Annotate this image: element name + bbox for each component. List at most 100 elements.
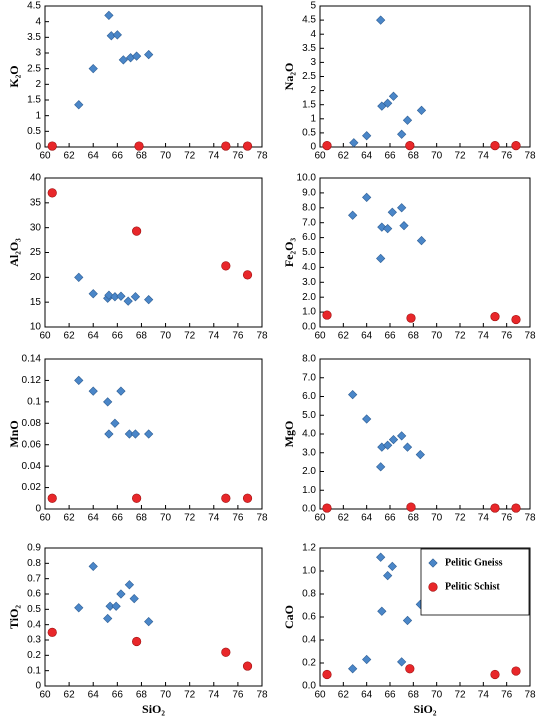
circle-marker — [242, 493, 253, 503]
y-tick-label: 1 — [310, 113, 316, 124]
circle-marker — [511, 666, 521, 676]
x-tick-label: 72 — [454, 331, 466, 342]
x-tick-label: 66 — [384, 331, 396, 342]
circle-marker — [242, 661, 253, 671]
x-tick-label: 62 — [64, 513, 76, 524]
diamond-marker — [388, 435, 399, 445]
x-tick-label: 64 — [361, 513, 373, 524]
circle-marker — [490, 311, 500, 322]
y-tick-label: 25 — [30, 247, 42, 258]
x-axis-title: SiO₂ — [142, 702, 165, 716]
diamond-marker — [130, 429, 141, 439]
x-tick-label: 74 — [478, 513, 490, 524]
y-tick-label: 2.5 — [302, 71, 316, 82]
diamond-marker — [144, 49, 154, 60]
circle-marker — [221, 647, 231, 657]
y-axis-title: K₂O — [7, 65, 21, 87]
x-tick-label: 70 — [160, 513, 172, 524]
x-tick-label: 76 — [232, 690, 244, 701]
circle-marker — [132, 226, 142, 236]
y-tick-label: 2 — [35, 79, 41, 90]
diamond-marker — [362, 131, 372, 141]
y-tick-label: 35 — [30, 197, 42, 208]
diamond-marker — [383, 224, 393, 234]
y-tick-label: 0.04 — [22, 461, 42, 472]
x-tick-label: 70 — [431, 513, 443, 524]
x-tick-label: 76 — [501, 690, 513, 701]
x-tick-label: 74 — [208, 513, 220, 524]
y-tick-label: 3.5 — [302, 43, 316, 54]
x-tick-label: 62 — [64, 690, 76, 701]
circle-marker — [47, 141, 57, 151]
y-tick-label: 0.8 — [27, 558, 41, 569]
y-tick-label: 2.0 — [302, 466, 316, 477]
y-tick-label: 3 — [310, 57, 316, 68]
x-tick-label: 62 — [64, 151, 76, 162]
y-tick-label: 0.1 — [27, 396, 41, 407]
diamond-marker — [387, 207, 397, 217]
diamond-marker — [416, 105, 427, 115]
x-tick-label: 68 — [408, 151, 420, 162]
circle-marker — [406, 502, 416, 512]
y-tick-label: 0.0 — [302, 322, 316, 333]
x-tick-label: 78 — [256, 331, 268, 342]
x-tick-label: 62 — [64, 331, 76, 342]
y-tick-label: 0.6 — [302, 612, 316, 623]
plot-frame — [44, 358, 263, 510]
diamond-marker — [402, 115, 413, 125]
y-tick-label: 5.0 — [302, 247, 316, 258]
diamond-marker — [362, 414, 372, 424]
diamond-marker — [376, 253, 386, 264]
y-tick-label: 6.0 — [302, 391, 316, 402]
x-tick-label: 68 — [408, 331, 420, 342]
x-tick-label: 78 — [524, 331, 536, 342]
diamond-marker — [349, 138, 359, 148]
x-tick-label: 64 — [88, 690, 100, 701]
y-tick-label: 7.0 — [302, 217, 316, 228]
diamond-marker — [383, 440, 393, 450]
y-tick-label: 0.14 — [22, 354, 42, 365]
y-tick-label: 0 — [35, 681, 41, 692]
y-axis-title: Fe₂O₃ — [282, 238, 296, 268]
x-tick-label: 62 — [338, 151, 350, 162]
x-tick-label: 60 — [39, 690, 51, 701]
x-tick-label: 72 — [184, 513, 196, 524]
diamond-marker — [74, 603, 84, 613]
diamond-marker — [397, 431, 407, 441]
diamond-marker — [144, 616, 154, 627]
x-tick-label: 64 — [361, 151, 373, 162]
x-tick-label: 60 — [39, 331, 51, 342]
x-tick-label: 70 — [431, 331, 443, 342]
diamond-marker — [415, 450, 425, 460]
y-tick-label: 4.5 — [27, 1, 41, 12]
circle-marker — [134, 141, 144, 151]
circle-marker — [490, 140, 500, 151]
diamond-marker — [130, 292, 141, 302]
diamond-marker — [118, 55, 128, 65]
diamond-marker — [124, 429, 135, 439]
y-tick-label: 9.0 — [302, 188, 316, 199]
plot-frame — [319, 177, 531, 328]
diamond-marker — [144, 295, 154, 305]
y-tick-label: 0 — [35, 142, 41, 153]
x-tick-label: 60 — [314, 690, 326, 701]
diamond-marker — [402, 615, 413, 626]
y-tick-label: 4.5 — [302, 15, 316, 26]
x-tick-label: 72 — [184, 331, 196, 342]
plot-frame — [319, 358, 531, 510]
circle-marker — [322, 140, 332, 151]
diamond-marker — [104, 10, 114, 21]
circle-marker — [47, 188, 57, 198]
x-axis-title: SiO₂ — [414, 702, 437, 716]
x-tick-label: 74 — [478, 151, 490, 162]
circle-marker — [47, 493, 57, 503]
diamond-marker — [388, 91, 399, 101]
diamond-marker — [103, 397, 113, 407]
circle-marker — [322, 669, 332, 680]
x-tick-label: 64 — [361, 331, 373, 342]
diamond-marker — [376, 462, 386, 472]
y-tick-label: 3.0 — [302, 277, 316, 288]
diamond-marker — [397, 203, 407, 213]
diamond-marker — [105, 601, 115, 611]
y-tick-label: 4 — [310, 29, 316, 40]
